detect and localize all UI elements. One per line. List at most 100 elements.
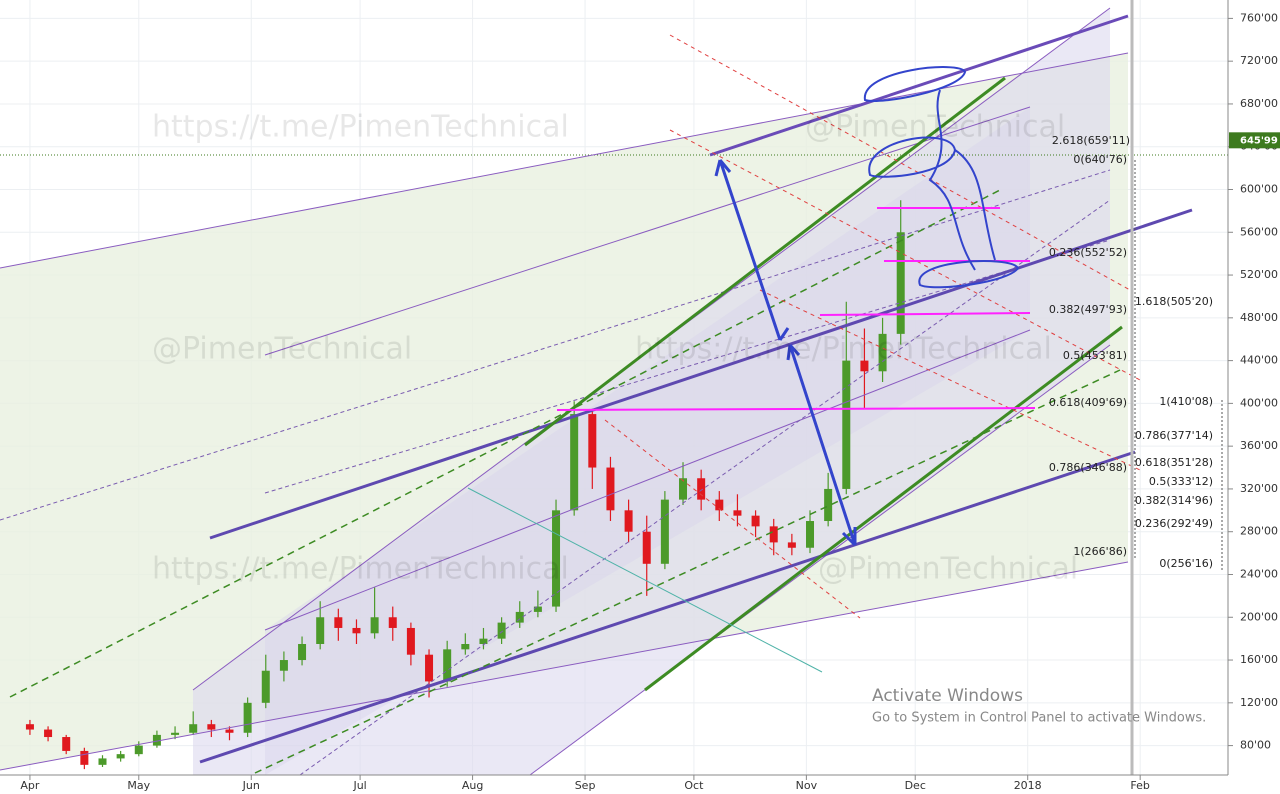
- fib-label: 0.236(292'49): [1135, 517, 1213, 530]
- candle-body: [225, 729, 234, 733]
- candle-body: [334, 617, 343, 628]
- candle-body: [370, 617, 379, 634]
- x-tick-label: Jul: [352, 779, 366, 792]
- candle-body: [660, 499, 669, 564]
- candle-body: [624, 510, 633, 532]
- candle-body: [425, 654, 434, 682]
- candle-body: [298, 643, 307, 661]
- fib-label: 0(256'16): [1159, 557, 1213, 570]
- candle-body: [479, 638, 488, 644]
- time-axis-bg: [0, 775, 1280, 794]
- last-price-label: 645'99: [1240, 135, 1278, 146]
- y-tick-label: 120'00: [1240, 696, 1278, 709]
- watermark: @PimenTechnical: [152, 332, 412, 367]
- candle-body: [588, 414, 597, 468]
- y-tick-label: 400'00: [1240, 396, 1278, 409]
- fib-label: 1(266'86): [1073, 545, 1127, 558]
- watermarks: https://t.me/PimenTechnical @PimenTechnic…: [152, 110, 1078, 587]
- candle-body: [751, 515, 760, 527]
- y-tick-label: 200'00: [1240, 610, 1278, 623]
- y-tick-label: 480'00: [1240, 311, 1278, 324]
- x-tick-label: Feb: [1130, 779, 1149, 792]
- candle-body: [279, 660, 288, 671]
- candle-body: [207, 724, 216, 730]
- watermark: https://t.me/PimenTechnical: [152, 110, 569, 145]
- drawings: [0, 0, 1228, 776]
- y-tick-label: 600'00: [1240, 182, 1278, 195]
- candle-body: [189, 724, 198, 733]
- watermark: https://t.me/PimenTechnical: [635, 332, 1052, 367]
- candle-body: [570, 414, 579, 511]
- candle-body: [44, 729, 53, 738]
- y-tick-label: 360'00: [1240, 439, 1278, 452]
- fib-label: 2.618(659'11): [1052, 134, 1130, 147]
- candle-body: [552, 510, 561, 607]
- x-tick-label: Aug: [462, 779, 483, 792]
- candle-body: [733, 510, 742, 516]
- candle-body: [860, 360, 869, 372]
- y-tick-label: 320'00: [1240, 482, 1278, 495]
- x-tick-label: Jun: [242, 779, 260, 792]
- fib-label: 0.5(453'81): [1063, 349, 1127, 362]
- x-tick-label: 2018: [1014, 779, 1042, 792]
- candle-body: [25, 724, 34, 730]
- y-tick-label: 680'00: [1240, 97, 1278, 110]
- activate-title: Activate Windows: [872, 686, 1023, 706]
- candle-body: [769, 526, 778, 543]
- candle-body: [98, 758, 107, 765]
- candle-body: [316, 617, 325, 644]
- y-tick-label: 560'00: [1240, 225, 1278, 238]
- y-tick-label: 160'00: [1240, 653, 1278, 666]
- candle-body: [787, 542, 796, 548]
- candle-body: [679, 478, 688, 500]
- y-tick-label: 440'00: [1240, 354, 1278, 367]
- candle-body: [697, 478, 706, 500]
- fib-label: 0(640'76): [1073, 153, 1127, 166]
- y-tick-label: 520'00: [1240, 268, 1278, 281]
- candle-body: [896, 232, 905, 334]
- fib-label: 0.786(377'14): [1135, 429, 1213, 442]
- y-tick-label: 80'00: [1240, 739, 1271, 752]
- candle-body: [134, 745, 143, 755]
- candle-body: [152, 734, 161, 746]
- candle-body: [261, 670, 270, 703]
- y-tick-label: 280'00: [1240, 525, 1278, 538]
- fib-label: 0.618(409'69): [1049, 396, 1127, 409]
- candle-body: [715, 499, 724, 511]
- candle-body: [642, 531, 651, 564]
- fib-label: 0.382(497'93): [1049, 303, 1127, 316]
- fib-label: 0.5(333'12): [1149, 475, 1213, 488]
- y-tick-label: 240'00: [1240, 567, 1278, 580]
- watermark: @PimenTechnical: [805, 110, 1065, 145]
- fib-label: 0.382(314'96): [1135, 494, 1213, 507]
- candle-body: [461, 643, 470, 650]
- candle-body: [443, 649, 452, 682]
- fib-label: 0.618(351'28): [1135, 456, 1213, 469]
- candle-body: [116, 754, 125, 759]
- x-tick-label: Apr: [20, 779, 40, 792]
- candle-body: [842, 360, 851, 489]
- y-tick-label: 720'00: [1240, 54, 1278, 67]
- candle-body: [606, 467, 615, 511]
- activate-subtitle: Go to System in Control Panel to activat…: [872, 711, 1206, 726]
- x-tick-label: Sep: [575, 779, 596, 792]
- candle-body: [533, 606, 542, 612]
- axes: 760'00720'00680'00640'00600'00560'00520'…: [20, 11, 1280, 792]
- fib-labels: 2.618(659'11) 0(640'76) 0.236(552'52) 1.618…: [1049, 134, 1213, 570]
- fib-label: 1.618(505'20): [1135, 295, 1213, 308]
- candle-body: [878, 333, 887, 372]
- candle-body: [515, 611, 524, 623]
- candle-body: [171, 732, 180, 735]
- x-tick-label: Nov: [796, 779, 818, 792]
- x-tick-label: May: [127, 779, 150, 792]
- x-tick-label: Oct: [684, 779, 704, 792]
- candles: [25, 200, 905, 770]
- fib-label: 0.786(346'88): [1049, 461, 1127, 474]
- candle-body: [62, 737, 71, 751]
- candle-body: [806, 521, 815, 548]
- candle-body: [406, 627, 415, 655]
- last-price-box: [1229, 132, 1280, 149]
- fib-label: 1(410'08): [1159, 395, 1213, 408]
- fib-label: 0.236(552'52): [1049, 246, 1127, 259]
- x-tick-label: Dec: [905, 779, 926, 792]
